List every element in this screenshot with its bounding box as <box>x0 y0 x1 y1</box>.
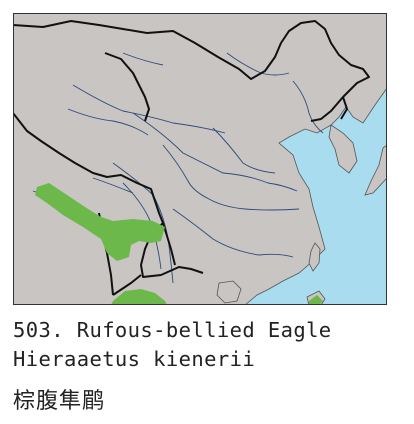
range-area-himalaya <box>35 183 165 261</box>
distribution-map <box>13 13 387 305</box>
species-scientific-name: Hieraaetus kienerii <box>13 347 256 371</box>
korean-peninsula <box>328 124 358 174</box>
species-chinese-name: 棕腹隼鹛 <box>13 389 106 414</box>
range-area-south <box>111 289 167 305</box>
japan-island <box>364 144 387 196</box>
taiwan-island <box>308 242 321 272</box>
range-area-island <box>309 295 323 305</box>
hainan-island <box>216 280 242 304</box>
map-border <box>13 13 387 305</box>
species-number-and-common-name: 503. Rufous-bellied Eagle <box>13 318 332 342</box>
